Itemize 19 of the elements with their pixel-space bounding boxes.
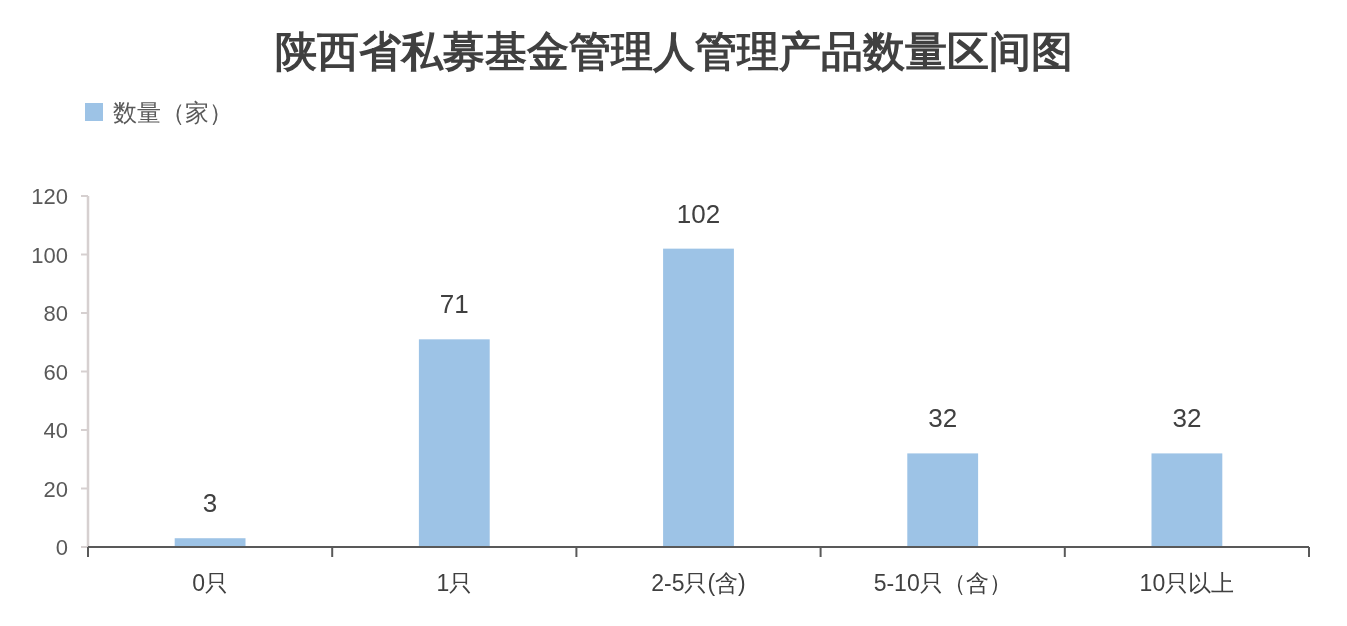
data-label: 71 <box>439 289 469 320</box>
data-label: 102 <box>676 198 721 229</box>
y-tick-label: 20 <box>43 476 68 502</box>
y-tick-label: 0 <box>55 535 68 560</box>
x-tick-label: 10只以上 <box>1139 570 1235 596</box>
y-tick-label: 40 <box>43 418 68 443</box>
y-tick-label: 60 <box>43 359 68 385</box>
y-tick-label: 80 <box>43 301 68 326</box>
y-tick-label: 100 <box>31 242 68 268</box>
data-label: 32 <box>1172 403 1202 434</box>
y-tick-label: 120 <box>31 184 68 209</box>
data-label: 3 <box>202 488 218 519</box>
data-label: 32 <box>928 403 958 434</box>
x-tick-label: 1只 <box>436 570 473 596</box>
title: 陕西省私募基金管理人管理产品数量区间图 <box>274 29 1073 75</box>
x-tick-label: 2-5只(含) <box>651 570 746 596</box>
legend-label: 数量（家） <box>113 99 233 126</box>
x-tick-label: 5-10只（含） <box>873 570 1012 596</box>
x-tick-label: 0只 <box>192 570 228 596</box>
